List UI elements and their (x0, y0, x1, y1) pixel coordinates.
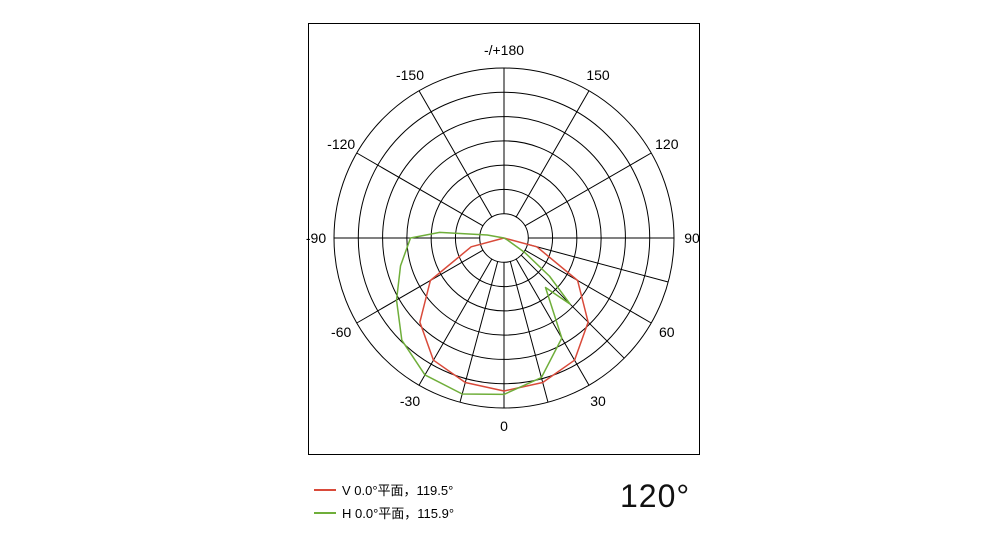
angle-label: 0 (500, 418, 508, 434)
angle-label: -/+180 (484, 42, 524, 58)
angle-label: 150 (586, 67, 609, 83)
angle-label: -150 (396, 67, 424, 83)
angle-label: 90 (684, 230, 700, 246)
legend-swatch (314, 489, 336, 491)
legend-swatch (314, 512, 336, 514)
angle-label: -120 (327, 136, 355, 152)
legend-text: H 0.0°平面，115.9° (342, 503, 454, 522)
angle-label: 60 (659, 324, 675, 340)
stage: -/+180 -150 150 -120 120 -90 90 -60 60 -30 30 0 V 0… (0, 0, 1005, 550)
angle-label: 30 (590, 393, 606, 409)
angle-label: -90 (306, 230, 326, 246)
legend-item: V 0.0°平面，119.5° (314, 480, 454, 499)
legend-item: H 0.0°平面，115.9° (314, 503, 454, 522)
polar-chart (304, 38, 704, 438)
legend: V 0.0°平面，119.5° H 0.0°平面，115.9° (314, 480, 454, 526)
legend-text: V 0.0°平面，119.5° (342, 480, 453, 499)
angle-label: -60 (331, 324, 351, 340)
beam-angle-value: 120° (620, 478, 690, 515)
angle-label: 120 (655, 136, 678, 152)
angle-label: -30 (400, 393, 420, 409)
